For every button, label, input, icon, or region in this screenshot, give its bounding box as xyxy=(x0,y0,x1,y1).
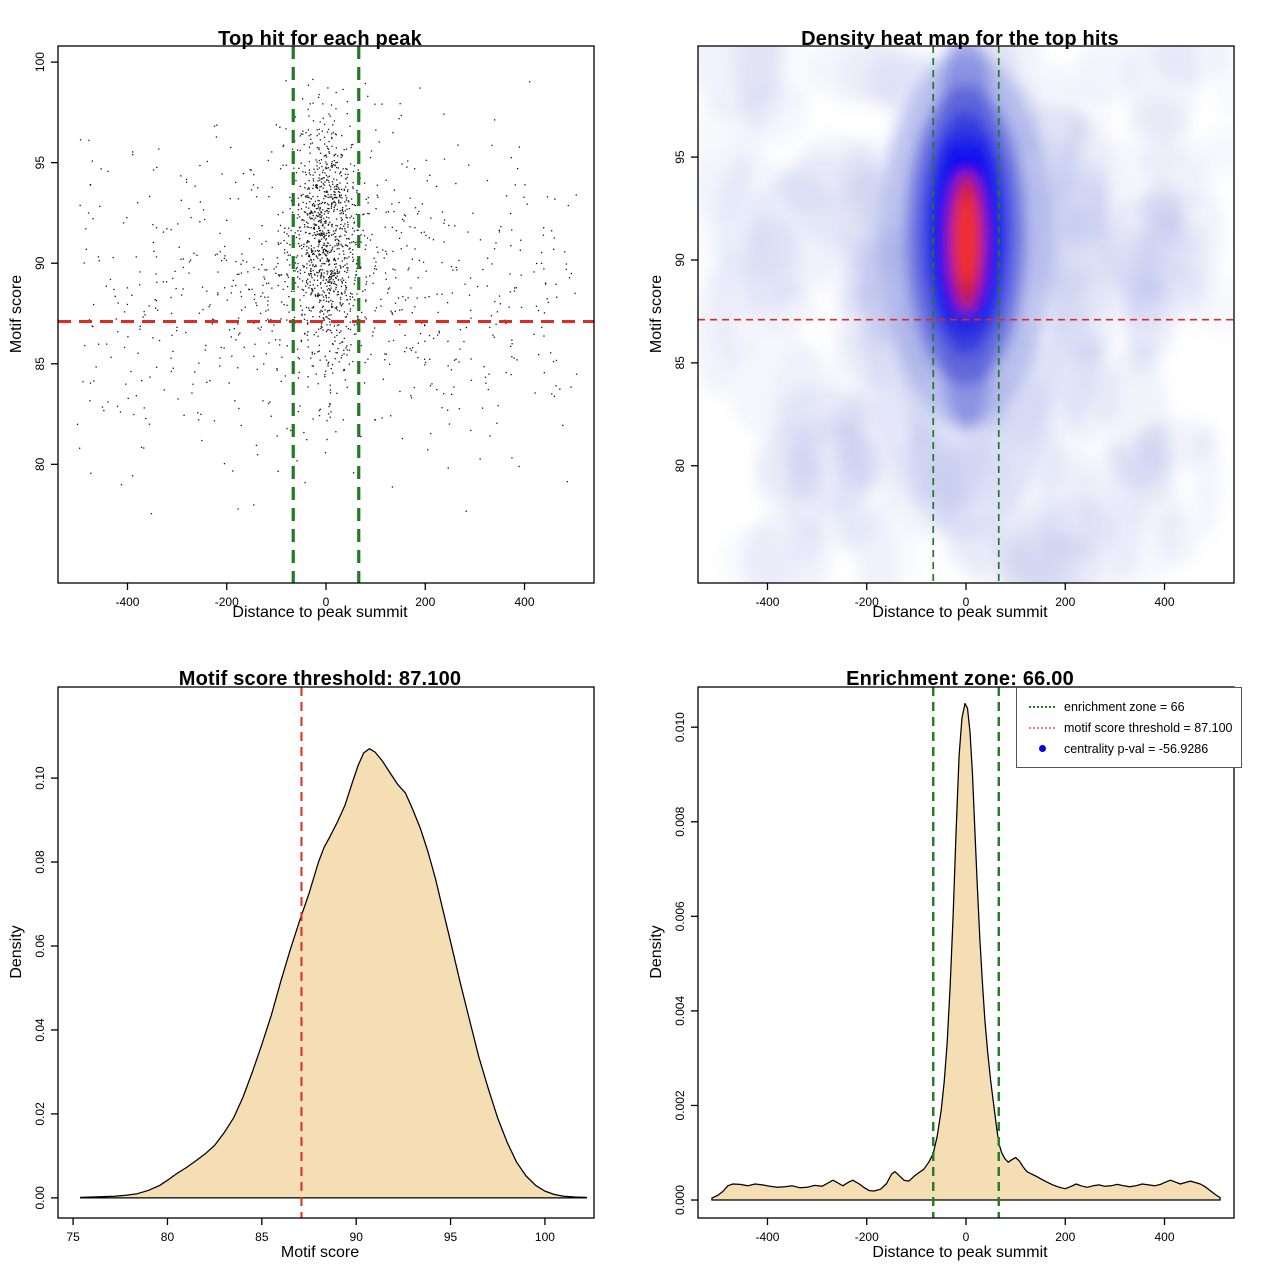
svg-text:-400: -400 xyxy=(755,1230,779,1244)
score-density-title: Motif score threshold: 87.100 xyxy=(178,667,462,690)
svg-text:400: 400 xyxy=(1155,595,1175,609)
motif-threshold-line-swatch xyxy=(1029,726,1055,729)
svg-text:-200: -200 xyxy=(855,1230,879,1244)
svg-text:0.010: 0.010 xyxy=(673,712,687,742)
svg-text:85: 85 xyxy=(673,356,687,370)
red-dotted-line-icon xyxy=(1029,726,1055,729)
svg-text:200: 200 xyxy=(1055,1230,1075,1244)
legend-item-centrality-pval: centrality p-val = -56.9286 xyxy=(1023,738,1235,759)
svg-text:0.10: 0.10 xyxy=(33,766,47,790)
svg-text:0.008: 0.008 xyxy=(673,806,687,836)
axes: 75 80 85 90 95 100 0.00 0.02 0.04 0.06 0.08 0.10 xyxy=(33,686,595,1244)
density-curve xyxy=(79,748,588,1199)
scatter-points-layer xyxy=(76,78,578,515)
enrichment-zone-line-swatch xyxy=(1029,705,1055,708)
axes: -400 -200 0 200 400 80 85 90 95 xyxy=(673,45,1235,609)
panel-heatmap: -400 -200 0 200 400 80 85 90 95 Density heat map… xyxy=(640,0,1280,640)
score-density-canvas: 75 80 85 90 95 100 0.00 0.02 0.04 0.06 0.08 0.10 xyxy=(33,686,595,1244)
svg-text:80: 80 xyxy=(33,457,47,471)
panel-score-density: 75 80 85 90 95 100 0.00 0.02 0.04 0.06 0.08 0.10 Mo… xyxy=(0,640,640,1280)
svg-text:95: 95 xyxy=(444,1230,458,1244)
svg-text:85: 85 xyxy=(33,357,47,371)
svg-text:0.08: 0.08 xyxy=(33,850,47,874)
blue-dot-icon xyxy=(1038,745,1046,752)
svg-text:0: 0 xyxy=(963,1230,970,1244)
svg-text:95: 95 xyxy=(673,150,687,164)
svg-text:0.00: 0.00 xyxy=(33,1186,47,1210)
svg-text:200: 200 xyxy=(1055,595,1075,609)
svg-text:-400: -400 xyxy=(755,595,779,609)
svg-text:90: 90 xyxy=(673,253,687,267)
svg-text:0: 0 xyxy=(323,595,330,609)
svg-text:-200: -200 xyxy=(855,595,879,609)
svg-text:0.000: 0.000 xyxy=(673,1185,687,1215)
scatter-plot-canvas: -400 -200 0 200 400 80 85 90 95 100 xyxy=(33,45,595,609)
heatmap-density-layer xyxy=(698,46,1234,583)
svg-text:100: 100 xyxy=(535,1230,555,1244)
heatmap-canvas: -400 -200 0 200 400 80 85 90 95 xyxy=(673,45,1235,609)
legend: enrichment zone = 66 motif score thresho… xyxy=(1016,687,1242,768)
svg-text:0.004: 0.004 xyxy=(673,996,687,1026)
legend-label: motif score threshold = 87.100 xyxy=(1064,720,1233,735)
score-density-x-axis-label: Motif score xyxy=(280,1244,360,1261)
legend-label: enrichment zone = 66 xyxy=(1064,699,1185,714)
svg-text:90: 90 xyxy=(33,256,47,270)
svg-text:0: 0 xyxy=(963,595,970,609)
svg-text:0.002: 0.002 xyxy=(673,1090,687,1120)
svg-text:100: 100 xyxy=(33,52,47,72)
axes: -400 -200 0 200 400 80 85 90 95 100 xyxy=(33,45,595,609)
scatter-y-axis-label: Motif score xyxy=(8,274,25,354)
green-dotted-line-icon xyxy=(1029,705,1055,708)
heatmap-title: Density heat map for the top hits xyxy=(801,27,1119,50)
distance-density-canvas: -400 -200 0 200 400 0.000 0.002 0.004 0.006 0.008… xyxy=(673,686,1235,1244)
axes: -400 -200 0 200 400 0.000 0.002 0.004 0.006 0.008… xyxy=(673,686,1235,1244)
svg-text:400: 400 xyxy=(1155,1230,1175,1244)
svg-text:80: 80 xyxy=(673,459,687,473)
svg-text:80: 80 xyxy=(161,1230,175,1244)
legend-label: centrality p-val = -56.9286 xyxy=(1064,741,1209,756)
scatter-title: Top hit for each peak xyxy=(218,27,422,50)
distance-density-title: Enrichment zone: 66.00 xyxy=(846,667,1074,690)
svg-text:400: 400 xyxy=(515,595,535,609)
svg-text:200: 200 xyxy=(415,595,435,609)
svg-text:95: 95 xyxy=(33,156,47,170)
distance-density-y-axis-label: Density xyxy=(648,925,665,979)
centrality-pval-dot-swatch xyxy=(1029,745,1055,752)
heatmap-x-axis-label: Distance to peak summit xyxy=(872,604,1048,621)
panel-distance-density: -400 -200 0 200 400 0.000 0.002 0.004 0.006 0.008… xyxy=(640,640,1280,1280)
svg-text:85: 85 xyxy=(255,1230,269,1244)
density-curve xyxy=(711,702,1221,1201)
svg-text:75: 75 xyxy=(66,1230,80,1244)
legend-item-enrichment-zone: enrichment zone = 66 xyxy=(1023,696,1235,717)
heatmap-y-axis-label: Motif score xyxy=(648,274,665,354)
legend-item-motif-threshold: motif score threshold = 87.100 xyxy=(1023,717,1235,738)
svg-text:0.02: 0.02 xyxy=(33,1102,47,1126)
svg-text:0.06: 0.06 xyxy=(33,934,47,958)
distance-density-x-axis-label: Distance to peak summit xyxy=(872,1244,1048,1261)
svg-text:-400: -400 xyxy=(115,595,139,609)
svg-text:90: 90 xyxy=(350,1230,364,1244)
svg-text:-200: -200 xyxy=(215,595,239,609)
svg-text:0.006: 0.006 xyxy=(673,901,687,931)
score-density-y-axis-label: Density xyxy=(8,925,25,979)
panel-scatter: -400 -200 0 200 400 80 85 90 95 100 Top hit for e… xyxy=(0,0,640,640)
svg-text:0.04: 0.04 xyxy=(33,1018,47,1042)
scatter-x-axis-label: Distance to peak summit xyxy=(232,604,408,621)
